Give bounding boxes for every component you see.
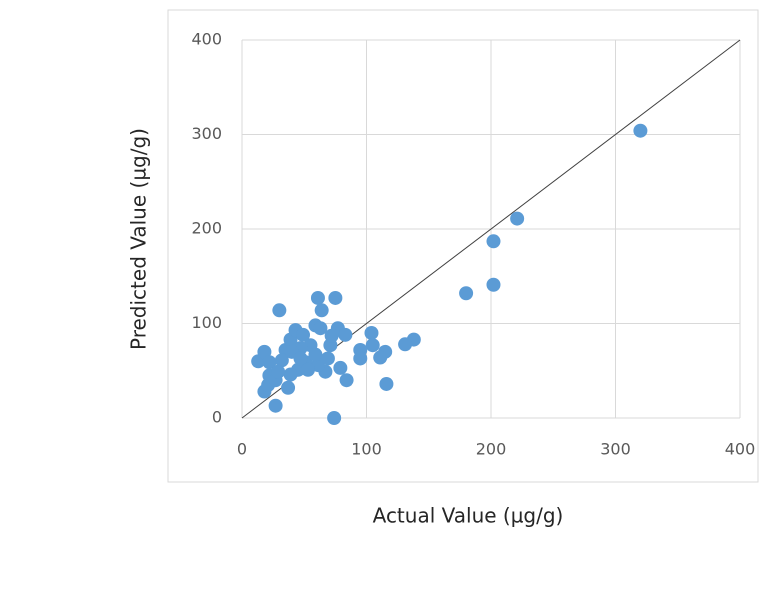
point	[327, 411, 342, 425]
point	[268, 398, 283, 413]
x-tick-label: 400	[725, 440, 756, 459]
point	[353, 351, 368, 366]
point	[314, 303, 329, 318]
point	[313, 321, 328, 336]
point	[283, 367, 298, 382]
point	[310, 290, 325, 305]
point	[486, 234, 501, 249]
point	[398, 337, 413, 352]
y-tick-label: 300	[191, 124, 222, 143]
point	[271, 364, 286, 379]
chart-frame	[167, 9, 759, 483]
point	[339, 373, 354, 388]
point	[486, 277, 501, 292]
point	[293, 351, 308, 366]
point	[257, 344, 272, 359]
point	[333, 360, 348, 375]
x-tick-label: 100	[351, 440, 382, 459]
point	[296, 327, 311, 342]
point	[324, 328, 339, 343]
point	[338, 327, 353, 342]
y-tick-label: 400	[191, 30, 222, 49]
point	[262, 355, 277, 370]
point	[274, 353, 289, 368]
point	[364, 325, 379, 340]
point	[281, 380, 296, 395]
point	[373, 350, 388, 365]
point	[365, 338, 380, 353]
y-axis-title: Predicted Value (µg/g)	[127, 128, 151, 350]
point	[320, 351, 335, 366]
x-axis-title: Actual Value (µg/g)	[373, 504, 564, 528]
y-tick-label: 100	[191, 313, 222, 332]
point	[308, 347, 323, 362]
point	[510, 211, 525, 226]
y-tick-label: 200	[191, 219, 222, 238]
x-tick-label: 0	[237, 440, 247, 459]
point	[300, 362, 315, 377]
point	[633, 123, 648, 138]
y-tick-label: 0	[212, 408, 222, 427]
point	[379, 376, 394, 391]
point	[459, 286, 474, 301]
point	[272, 303, 287, 318]
point	[328, 290, 343, 305]
x-tick-label: 300	[600, 440, 631, 459]
x-tick-label: 200	[476, 440, 507, 459]
